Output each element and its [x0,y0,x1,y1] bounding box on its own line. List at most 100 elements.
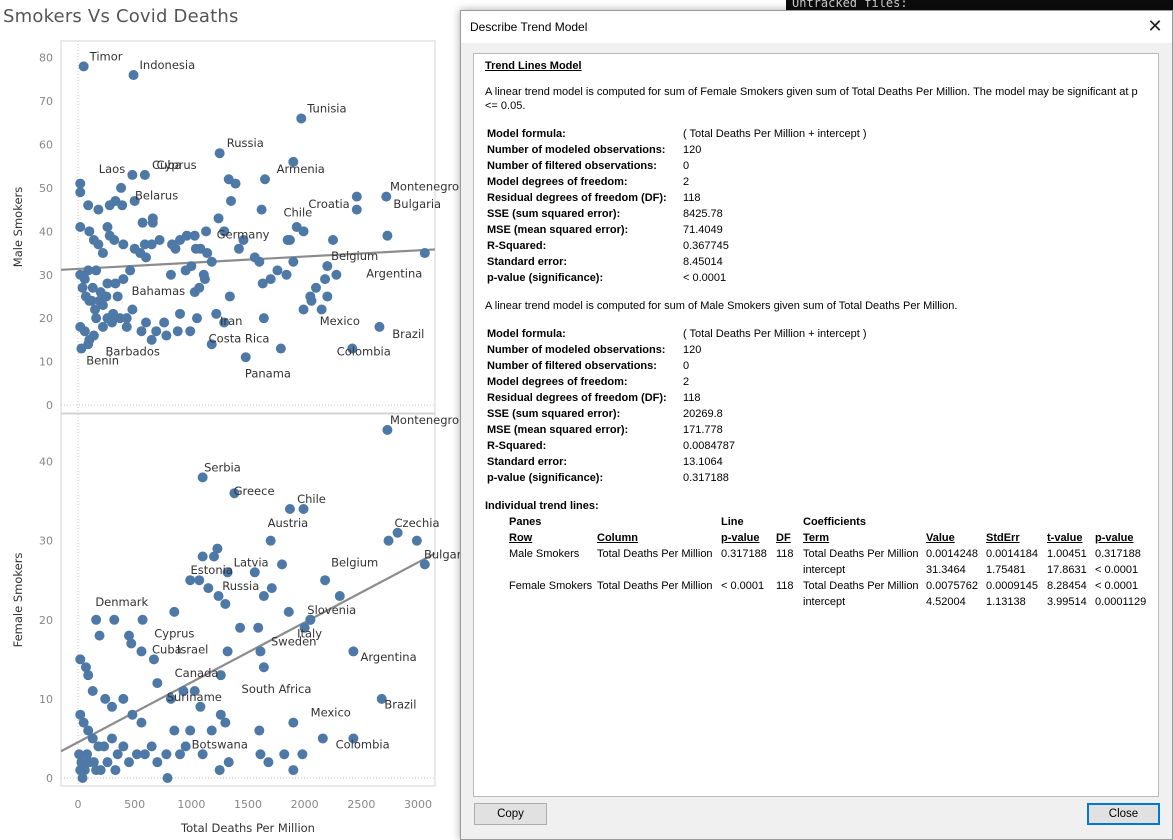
data-point [215,670,226,681]
data-point [88,757,99,768]
model-value: 2 [683,176,690,188]
data-point [195,701,206,712]
data-point [79,326,90,337]
data-point [331,269,342,280]
model-label: Residual degrees of freedom (DF): [487,392,667,404]
point-label: Sweden [271,634,316,648]
model-value: ( Total Deaths Per Million + intercept ) [683,128,867,140]
data-point [266,583,277,594]
point-label: Estonia [191,563,233,577]
data-point [146,741,157,752]
data-point [78,717,89,728]
copy-button[interactable]: Copy [474,803,547,825]
model-value: 120 [683,144,702,156]
model-value: 118 [683,192,701,204]
data-point [299,622,310,633]
column-header: p-value [721,532,760,544]
pane-frame [60,413,436,787]
data-point [118,239,129,250]
y-tick-label: 50 [39,182,53,195]
data-point [197,551,208,562]
y-tick-label: 30 [39,535,53,548]
data-point [102,757,113,768]
model-label: Standard error: [487,256,568,268]
pane-frame [60,40,436,414]
data-point [169,606,180,617]
dialog-titlebar[interactable]: Describe Trend Model ✕ [461,11,1172,43]
data-point [238,235,249,246]
data-point [136,717,147,728]
data-point [161,330,172,341]
table-cell: 0.0009145 [986,580,1038,592]
point-label: Russia [227,136,264,150]
scatter-chart[interactable]: 0 10 20 30 40 50 60 70 80 Male Smokers Timor Indone… [0,0,460,840]
data-point [93,204,104,215]
table-cell: 0.317188 [721,548,767,560]
table-cell: intercept [803,596,846,608]
data-point [152,678,163,689]
point-label: Bulgaria [424,547,460,561]
data-point [279,749,290,760]
data-point [320,575,331,586]
model-value: < 0.0001 [683,272,727,284]
model-label: p-value (significance): [487,272,604,284]
data-point [93,239,104,250]
report-heading: Trend Lines Model [485,60,582,72]
worksheet: 0 10 20 30 40 50 60 70 80 Male Smokers Timor Indone… [0,0,460,840]
data-point [87,685,98,696]
point-label: Cyprus [157,158,197,172]
data-point [298,226,309,237]
table-cell: < 0.0001 [1095,580,1139,592]
data-point [75,709,86,720]
data-point [240,352,251,363]
data-point [83,339,94,350]
data-point [255,646,266,657]
data-point [165,269,176,280]
point-label: Benin [86,353,119,367]
point-label: Cuba [152,158,182,172]
data-point [117,200,128,211]
data-point [297,749,308,760]
data-point [75,765,86,776]
model-value: 171.778 [683,424,723,436]
data-point [102,278,113,289]
data-point [194,282,205,293]
point-label: Laos [99,162,125,176]
data-point [137,614,148,625]
data-point [118,693,129,704]
data-point [91,265,102,276]
point-label: Canada [175,666,219,680]
close-button[interactable]: Close [1087,803,1160,825]
y-tick-label: 0 [46,772,53,785]
y-axis-title: Male Smokers [11,187,25,267]
data-point [127,709,138,720]
data-point [83,670,94,681]
point-label: Armenia [277,162,325,176]
column-header: Value [926,532,955,544]
data-point [224,291,235,302]
table-cell: 8.28454 [1047,580,1087,592]
data-point [202,248,213,259]
point-label: Belarus [135,188,178,202]
data-point [298,504,309,515]
close-icon[interactable]: ✕ [1147,16,1163,37]
point-label: Cuba [152,642,182,656]
data-point [265,274,276,285]
data-point [180,741,191,752]
data-point [159,317,170,328]
point-label: Bulgaria [393,197,441,211]
data-point [107,701,117,712]
data-point [381,191,392,202]
data-point [255,749,266,760]
data-point [91,313,102,324]
data-point [317,733,328,744]
table-cell: 31.3464 [926,564,966,576]
data-point [75,222,86,232]
table-cell: 17.8631 [1047,564,1087,576]
report-panel[interactable]: Trend Lines Model A linear trend model i… [473,53,1159,797]
data-point [192,313,202,324]
trend-line [60,552,436,753]
data-point [107,317,117,328]
data-point [136,646,147,657]
group-coefficients: Coefficients [803,516,866,528]
